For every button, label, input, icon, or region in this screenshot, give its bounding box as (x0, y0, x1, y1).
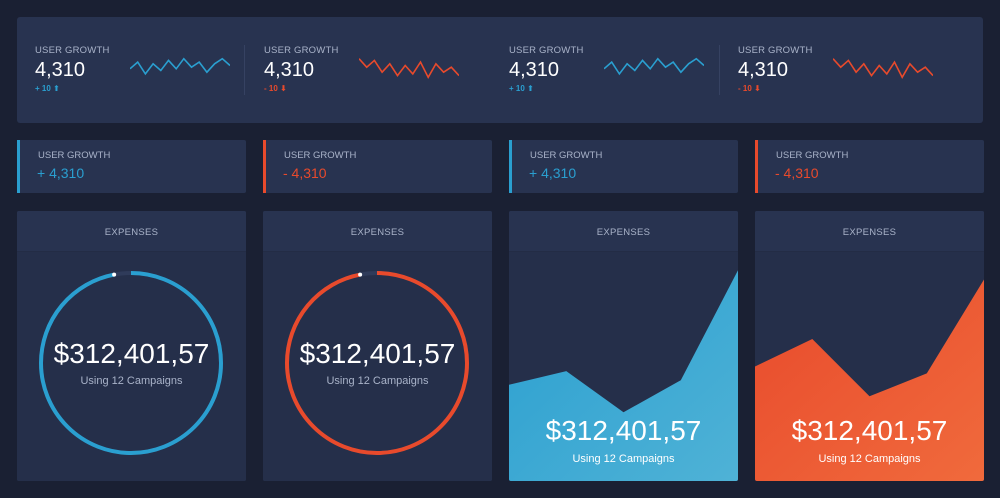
arrow-down-icon: ⬇ (280, 84, 287, 93)
area-fill (755, 279, 984, 481)
mini-stat-label: USER GROWTH (284, 150, 357, 161)
stat-delta: - 10 ⬇ (264, 84, 287, 93)
expense-amount: $312,401,57 (53, 338, 210, 369)
stat-label: USER GROWTH (738, 45, 813, 56)
sparkline-path (833, 58, 933, 79)
mini-stat-label: USER GROWTH (38, 150, 111, 161)
area-chart (509, 270, 738, 481)
stat-card-3[interactable]: USER GROWTH 4,310 + 10 ⬆ (509, 17, 719, 123)
card-header: EXPENSES (263, 211, 492, 252)
campaigns-caption: Using 12 Campaigns (80, 375, 183, 387)
sparkline-path (130, 57, 230, 76)
mini-stat-value: + 4,310 (37, 165, 85, 181)
stat-card-2[interactable]: USER GROWTH 4,310 - 10 ⬇ (264, 17, 474, 123)
expense-amount: $312,401,57 (299, 338, 456, 369)
expense-amount: $312,401,57 (791, 415, 948, 446)
expense-amount: $312,401,57 (545, 415, 702, 446)
expenses-card-1[interactable]: EXPENSES $312,401,57 Using 12 Campaigns (17, 211, 246, 481)
ring-knob (112, 272, 117, 277)
expenses-card-4[interactable]: EXPENSES $312,401,57 Using 12 Campaigns (755, 211, 984, 481)
card-header: EXPENSES (509, 211, 738, 252)
card-body: $312,401,57 Using 12 Campaigns (263, 252, 492, 481)
stat-value: 4,310 (35, 59, 86, 81)
mini-stat-card-4[interactable]: USER GROWTH - 4,310 (755, 140, 984, 193)
campaigns-caption: Using 12 Campaigns (326, 375, 429, 387)
card-body: $312,401,57 Using 12 Campaigns (17, 252, 246, 481)
stat-label: USER GROWTH (35, 45, 110, 56)
stat-value: 4,310 (738, 59, 789, 81)
stat-label: USER GROWTH (509, 45, 584, 56)
mini-stat-label: USER GROWTH (776, 150, 849, 161)
campaigns-caption: Using 12 Campaigns (572, 453, 675, 465)
stat-value: 4,310 (264, 59, 315, 81)
card-title: EXPENSES (350, 227, 405, 238)
stat-label: USER GROWTH (264, 45, 339, 56)
top-stats-panel: USER GROWTH 4,310 + 10 ⬆ USER GROWTH 4,3… (17, 17, 983, 123)
mini-stat-value: - 4,310 (775, 165, 819, 181)
card-body: $312,401,57 Using 12 Campaigns (755, 252, 984, 481)
mini-stat-card-2[interactable]: USER GROWTH - 4,310 (263, 140, 492, 193)
ring-progress (39, 271, 223, 455)
stat-card-1[interactable]: USER GROWTH 4,310 + 10 ⬆ (35, 17, 245, 123)
expenses-card-3[interactable]: EXPENSES $312,401,57 Using 12 Campaigns (509, 211, 738, 481)
sparkline-path (604, 57, 704, 76)
accent-bar (17, 140, 20, 193)
area-chart (755, 279, 984, 481)
accent-bar (509, 140, 512, 193)
sparkline-path (359, 58, 459, 79)
sparkline (130, 57, 230, 76)
accent-bar (263, 140, 266, 193)
accent-bar (755, 140, 758, 193)
area-fill (509, 270, 738, 481)
sparkline (833, 58, 933, 79)
stat-value: 4,310 (509, 59, 560, 81)
card-header: EXPENSES (17, 211, 246, 252)
mini-stat-label: USER GROWTH (530, 150, 603, 161)
sparkline (359, 58, 459, 79)
stat-delta: + 10 ⬆ (35, 84, 60, 93)
mini-stat-value: + 4,310 (529, 165, 577, 181)
ring-knob (358, 272, 363, 277)
campaigns-caption: Using 12 Campaigns (818, 453, 921, 465)
stat-card-4[interactable]: USER GROWTH 4,310 - 10 ⬇ (738, 17, 948, 123)
card-title: EXPENSES (842, 227, 897, 238)
arrow-down-icon: ⬇ (754, 84, 761, 93)
progress-ring (39, 271, 223, 455)
progress-ring (285, 271, 469, 455)
stat-delta: + 10 ⬆ (509, 84, 534, 93)
expenses-card-2[interactable]: EXPENSES $312,401,57 Using 12 Campaigns (263, 211, 492, 481)
arrow-up-icon: ⬆ (53, 84, 60, 93)
mini-stat-card-1[interactable]: USER GROWTH + 4,310 (17, 140, 246, 193)
arrow-up-icon: ⬆ (527, 84, 534, 93)
sparkline (604, 57, 704, 76)
divider (244, 45, 245, 95)
card-header: EXPENSES (755, 211, 984, 252)
ring-progress (285, 271, 469, 455)
stat-delta: - 10 ⬇ (738, 84, 761, 93)
card-body: $312,401,57 Using 12 Campaigns (509, 252, 738, 481)
mini-stat-card-3[interactable]: USER GROWTH + 4,310 (509, 140, 738, 193)
mini-stat-value: - 4,310 (283, 165, 327, 181)
card-title: EXPENSES (596, 227, 651, 238)
divider (719, 45, 720, 95)
card-title: EXPENSES (104, 227, 159, 238)
